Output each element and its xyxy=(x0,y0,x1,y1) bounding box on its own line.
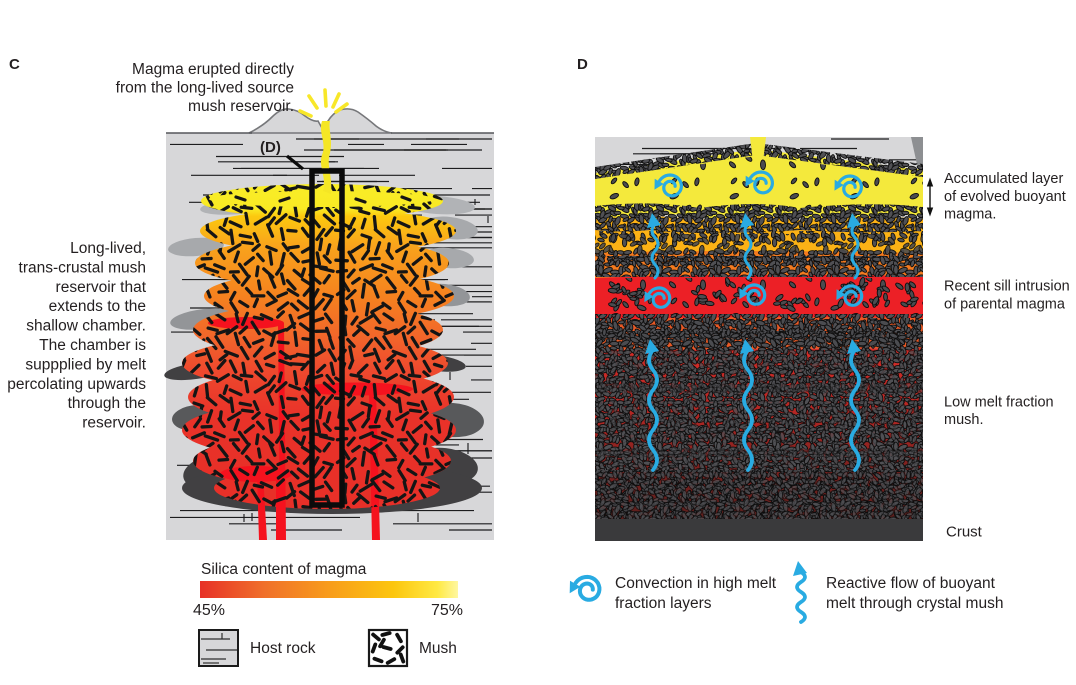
svg-text:45%: 45% xyxy=(193,602,225,619)
svg-text:Host rock: Host rock xyxy=(250,640,316,657)
svg-text:Silica content of magma: Silica content of magma xyxy=(201,561,367,578)
svg-text:C: C xyxy=(9,56,20,73)
svg-text:Crust: Crust xyxy=(946,524,983,541)
svg-text:D: D xyxy=(577,56,588,73)
svg-text:75%: 75% xyxy=(431,602,463,619)
svg-text:(D): (D) xyxy=(260,139,281,156)
svg-text:Mush: Mush xyxy=(419,640,457,657)
